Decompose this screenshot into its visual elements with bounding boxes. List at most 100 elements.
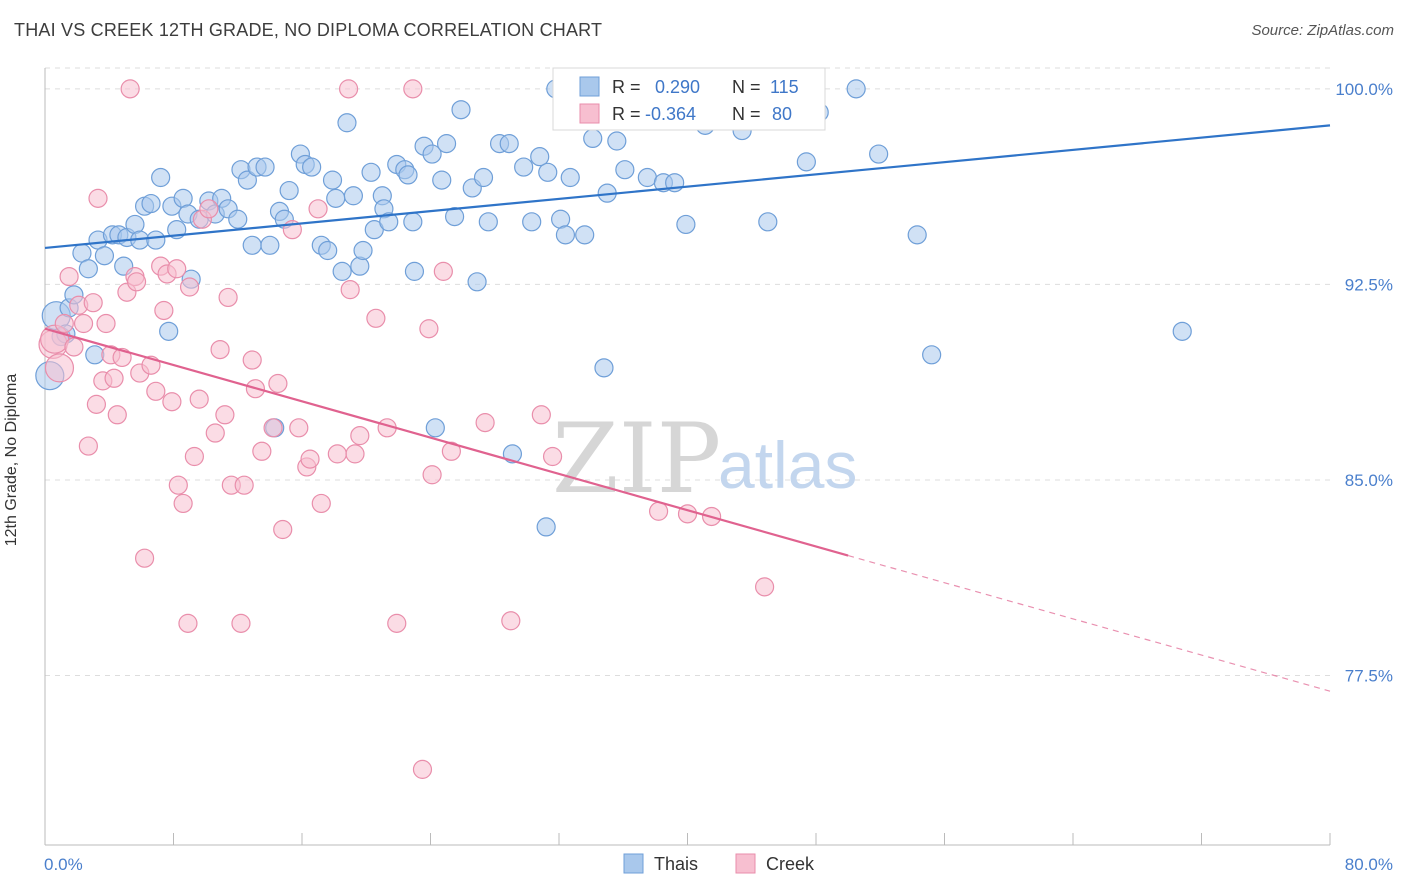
creek-point: [167, 259, 187, 279]
thais-point: [332, 261, 352, 281]
creek-point: [199, 199, 219, 219]
creek-point: [289, 418, 309, 438]
watermark-zip: ZIP: [552, 403, 721, 515]
creek-point: [73, 313, 94, 334]
creek-point: [86, 394, 107, 414]
creek-point: [327, 444, 347, 464]
thais-point: [514, 157, 534, 177]
chart-source: Source: ZipAtlas.com: [1251, 22, 1394, 39]
creek-point: [162, 392, 182, 412]
creek-point: [168, 475, 188, 495]
thais-point: [758, 212, 778, 232]
thais-point: [398, 165, 418, 185]
creek-point: [120, 79, 140, 99]
creek-trend-extension: [847, 555, 1331, 692]
thais-point: [260, 235, 280, 255]
thais-trend-line: [44, 124, 1331, 250]
thais-point: [575, 225, 595, 245]
thais-point: [560, 167, 580, 188]
legend-creek-n-value: 80: [772, 104, 792, 124]
y-tick-labels: 77.5% 85.0% 92.5% 100.0%: [1335, 80, 1393, 686]
y-tick-label: 85.0%: [1345, 471, 1393, 490]
thais-point: [228, 209, 248, 229]
creek-point: [501, 611, 521, 631]
thais-point: [318, 240, 338, 261]
creek-point: [403, 79, 423, 99]
legend-thais-swatch: [579, 76, 600, 97]
creek-point: [345, 444, 365, 464]
creek-point: [107, 405, 127, 425]
thais-point: [146, 230, 166, 250]
creek-point: [154, 300, 174, 321]
creek-point: [273, 519, 293, 540]
legend-thais-n-label: N =: [732, 77, 761, 97]
creek-point: [531, 405, 551, 425]
creek-point: [422, 465, 442, 485]
y-tick-label: 92.5%: [1345, 275, 1393, 294]
creek-point: [300, 449, 320, 469]
x-tick-label-max: 80.0%: [1345, 855, 1393, 874]
thais-point: [322, 170, 343, 190]
creek-point: [475, 413, 495, 433]
thais-point: [478, 212, 498, 232]
creek-point: [338, 79, 359, 99]
thais-point: [85, 345, 105, 365]
thais-point: [473, 167, 494, 188]
creek-point: [252, 441, 272, 461]
thais-point: [846, 79, 866, 99]
thais-point: [869, 144, 889, 164]
thais-point: [379, 212, 399, 232]
legend-creek-n-label: N =: [732, 104, 761, 124]
thais-point: [922, 345, 942, 365]
creek-point: [218, 287, 238, 308]
legend-creek-swatch: [579, 103, 600, 124]
creek-point: [179, 277, 200, 297]
thais-point: [467, 272, 487, 292]
grid-lines: [45, 67, 1330, 677]
legend-thais-r-value: 0.290: [655, 77, 700, 97]
x-tick-labels: 0.0% 80.0%: [44, 855, 1393, 874]
creek-point: [184, 446, 204, 467]
creek-point: [263, 418, 283, 438]
legend-thais-n-value: 115: [770, 77, 799, 97]
creek-point: [146, 381, 166, 401]
thais-point: [1172, 321, 1192, 341]
thais-point: [522, 212, 542, 232]
thais-point: [353, 240, 373, 261]
creek-point: [54, 313, 74, 334]
thais-point: [594, 358, 614, 378]
axes: [44, 68, 1331, 846]
creek-point: [308, 199, 328, 219]
thais-point: [583, 128, 603, 148]
thais-point: [78, 259, 98, 279]
thais-point: [302, 157, 322, 177]
creek-point: [242, 350, 262, 370]
creek-point: [311, 493, 331, 514]
creek-point: [433, 261, 453, 281]
thais-point: [615, 160, 635, 180]
creek-point: [754, 577, 775, 597]
thais-point: [422, 144, 442, 164]
thais-point: [326, 188, 346, 208]
creek-point: [205, 423, 225, 443]
creek-point: [441, 441, 461, 461]
legend-thais-r-label: R =: [612, 77, 641, 97]
thais-point: [676, 214, 696, 235]
creek-point: [231, 613, 251, 633]
creek-point: [126, 272, 147, 292]
legend-top: R = 0.290 N = 115 R = -0.364 N = 80: [552, 67, 826, 131]
creek-point: [83, 293, 103, 313]
creek-point: [412, 759, 433, 779]
creek-point: [419, 319, 439, 339]
thais-point: [151, 167, 171, 188]
thais-point: [536, 517, 556, 537]
creek-point: [189, 389, 209, 409]
creek-point: [234, 475, 254, 495]
watermark-atlas: atlas: [718, 428, 857, 502]
creek-point: [96, 313, 116, 334]
creek-point: [387, 613, 407, 633]
thais-point: [425, 418, 445, 438]
thais-point: [255, 157, 275, 177]
creek-point: [350, 426, 370, 446]
